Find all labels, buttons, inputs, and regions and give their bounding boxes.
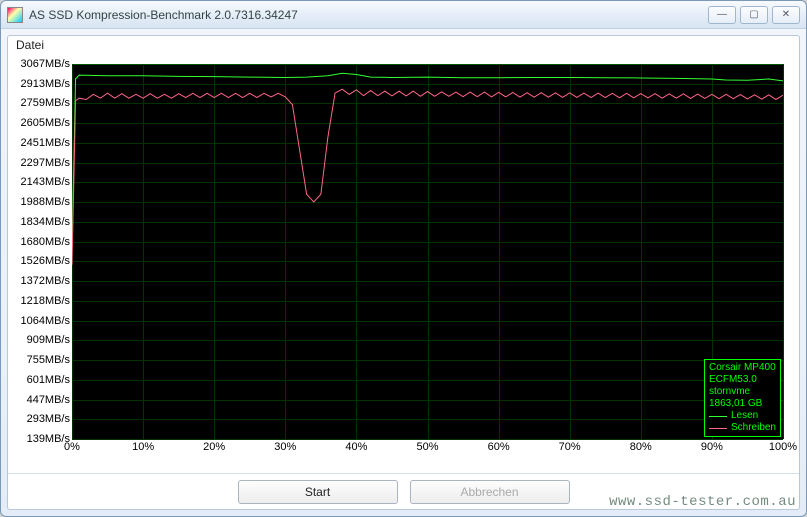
x-tick-label: 90% — [701, 441, 723, 453]
y-tick-label: 601MB/s — [27, 374, 70, 386]
y-tick-label: 1064MB/s — [20, 315, 70, 327]
y-axis-labels: 3067MB/s2913MB/s2759MB/s2605MB/s2451MB/s… — [14, 64, 72, 439]
x-tick-label: 60% — [488, 441, 510, 453]
y-tick-label: 1526MB/s — [20, 255, 70, 267]
legend-info-line: ECFM53.0 — [709, 374, 776, 386]
minimize-icon: — — [717, 9, 727, 20]
legend-swatch — [709, 416, 727, 417]
x-tick-label: 30% — [274, 441, 296, 453]
legend-label: Schreiben — [731, 422, 776, 434]
y-tick-label: 1988MB/s — [20, 196, 70, 208]
legend-info-line: 1863,01 GB — [709, 398, 776, 410]
y-tick-label: 755MB/s — [27, 354, 70, 366]
menu-bar: Datei — [8, 36, 799, 56]
legend-info-line: Corsair MP400 — [709, 362, 776, 374]
legend-label: Lesen — [731, 410, 758, 422]
watermark: www.ssd-tester.com.au — [609, 494, 796, 510]
gridline-h — [72, 439, 783, 440]
y-tick-label: 2297MB/s — [20, 157, 70, 169]
maximize-button[interactable]: ▢ — [740, 6, 768, 24]
y-tick-label: 447MB/s — [27, 394, 70, 406]
y-tick-label: 3067MB/s — [20, 58, 70, 70]
legend-box: Corsair MP400ECFM53.0stornvme1863,01 GBL… — [704, 359, 781, 437]
x-tick-label: 80% — [630, 441, 652, 453]
legend-info-line: stornvme — [709, 386, 776, 398]
y-tick-label: 1372MB/s — [20, 275, 70, 287]
window-controls: — ▢ ✕ — [708, 6, 800, 24]
chart-area: Corsair MP400ECFM53.0stornvme1863,01 GBL… — [72, 64, 783, 439]
y-tick-label: 2759MB/s — [20, 97, 70, 109]
y-tick-label: 2451MB/s — [20, 137, 70, 149]
y-tick-label: 293MB/s — [27, 413, 70, 425]
x-tick-label: 10% — [132, 441, 154, 453]
x-tick-label: 70% — [559, 441, 581, 453]
titlebar[interactable]: AS SSD Kompression-Benchmark 2.0.7316.34… — [1, 1, 806, 29]
x-tick-label: 50% — [416, 441, 438, 453]
menu-file[interactable]: Datei — [16, 38, 44, 52]
x-tick-label: 40% — [345, 441, 367, 453]
content-panel: Datei 3067MB/s 2913MB/s 2759MB/s 2605MB/s 24… — [7, 35, 800, 510]
window-title: AS SSD Kompression-Benchmark 2.0.7316.34… — [29, 8, 708, 22]
y-tick-label: 909MB/s — [27, 334, 70, 346]
x-tick-label: 100% — [769, 441, 797, 453]
y-tick-label: 2143MB/s — [20, 176, 70, 188]
chart-container: 3067MB/s 2913MB/s 2759MB/s 2605MB/s 2451MB/s… — [14, 58, 793, 471]
start-button[interactable]: Start — [238, 480, 398, 504]
y-tick-label: 1834MB/s — [20, 216, 70, 228]
legend-entry: Schreiben — [709, 422, 776, 434]
window-frame: AS SSD Kompression-Benchmark 2.0.7316.34… — [0, 0, 807, 517]
y-tick-label: 1680MB/s — [20, 236, 70, 248]
x-tick-label: 0% — [64, 441, 80, 453]
cancel-button[interactable]: Abbrechen — [410, 480, 570, 504]
maximize-icon: ▢ — [749, 9, 758, 20]
x-tick-label: 20% — [203, 441, 225, 453]
legend-entry: Lesen — [709, 410, 776, 422]
plot-svg — [72, 64, 783, 439]
x-axis-labels: 0%10%20%30%40%50%60%70%80%90%100% — [72, 441, 783, 457]
y-tick-label: 2913MB/s — [20, 78, 70, 90]
gridline-v — [783, 64, 784, 439]
app-icon — [7, 7, 23, 23]
y-tick-label: 2605MB/s — [20, 117, 70, 129]
series-line — [72, 73, 783, 252]
y-tick-label: 1218MB/s — [20, 295, 70, 307]
legend-swatch — [709, 428, 727, 429]
series-line — [72, 89, 783, 264]
close-icon: ✕ — [782, 9, 790, 20]
minimize-button[interactable]: — — [708, 6, 736, 24]
close-button[interactable]: ✕ — [772, 6, 800, 24]
